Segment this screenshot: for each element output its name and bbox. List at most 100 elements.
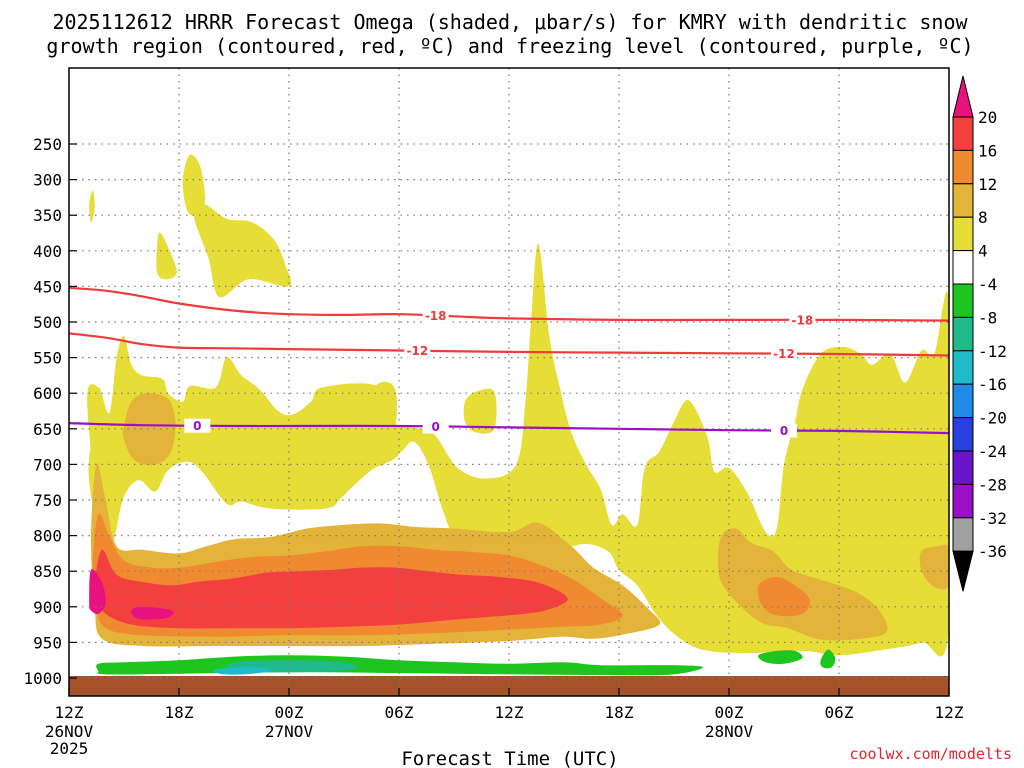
y-tick-label: 950 [33,633,62,652]
omega-shading [87,154,949,676]
x-axis-label: Forecast Time (UTC) [401,748,618,768]
y-tick-label: 900 [33,598,62,617]
x-tick-label: 06Z [385,703,414,722]
colorbar-level-label: 20 [978,108,997,127]
x-tick-label: 00Z [715,703,744,722]
omega-region-4 [364,381,397,466]
colorbar-swatch [952,316,974,352]
x-axis: 12Z 18Z 00Z 06Z 12Z 18Z 00Z 06Z 12Z26NOV202527NO… [45,688,964,758]
colorbar-swatch [952,350,974,385]
contour-label: 0 [431,420,439,434]
colorbar-swatch [952,283,974,318]
colorbar-level-label: 16 [978,141,997,160]
y-tick-label: 250 [33,135,62,154]
contour-label: -12 [773,347,795,361]
y-tick-label: 600 [33,384,62,403]
chart-title-line1: 2025112612 HRRR Forecast Omega (shaded, … [52,10,968,34]
x-tick-label: 12Z [495,703,524,722]
contour-label: -18 [791,313,813,327]
y-tick-label: 550 [33,349,62,368]
omega-region-20 [130,606,174,620]
colorbar-level-label: -16 [978,375,1007,394]
colorbar-level-label: -32 [978,509,1007,528]
colorbar-level-label: -28 [978,475,1007,494]
colorbar-swatch [952,116,974,151]
contour-label-background [789,312,816,327]
omega-region-8 [122,393,176,466]
y-tick-label: 650 [33,420,62,439]
x-tick-label: 18Z [165,703,194,722]
omega-region-8 [919,544,949,590]
y-tick-label: 1000 [23,669,62,688]
credit-text: coolwx.com/modelts [849,745,1012,763]
contour-line-neg12 [69,332,949,357]
colorbar-swatch [952,216,974,252]
colorbar-swatch [952,483,974,519]
contour-label-background [771,423,797,438]
x-date-label: 27NOV [265,722,314,741]
x-tick-label: 06Z [825,703,854,722]
omega-region-4 [193,204,292,298]
x-date-label: 28NOV [705,722,754,741]
colorbar-swatch [952,183,974,218]
colorbar-level-label: -4 [978,275,997,294]
contour-line-neg18 [69,286,949,322]
contour-label-background [771,346,797,361]
contour-label-background [184,418,211,433]
colorbar-level-label: -20 [978,409,1007,428]
y-tick-label: 400 [33,242,62,261]
contour-label: -12 [406,344,428,358]
omega-region-8 [717,528,888,641]
y-tick-label: 800 [33,527,62,546]
y-tick-label: 450 [33,277,62,296]
omega-region-12 [757,576,810,617]
contour-label: 0 [780,424,788,438]
chart-title-line2: growth region (contoured, red, ºC) and f… [46,34,973,58]
colorbar-swatch [952,250,974,285]
contour-label-background [422,419,449,434]
colorbar-level-label: -8 [978,308,997,327]
x-tick-label: 12Z [55,703,84,722]
chart-title: 2025112612 HRRR Forecast Omega (shaded, … [46,10,973,58]
y-axis: 250 300 350 400 450 500 550 600 650 700 750 800 850 9… [23,135,77,688]
contour-label: 0 [193,419,201,433]
colorbar-swatch [952,517,974,552]
contour-label: -18 [425,309,447,323]
colorbar-level-label: -24 [978,442,1007,461]
omega-region-4 [463,388,497,434]
colorbar-swatch [952,149,974,185]
colorbar-level-label: 4 [978,242,988,261]
omega-region-neg16 [213,666,271,675]
omega-region-4 [182,154,206,216]
colorbar-level-label: -12 [978,342,1007,361]
colorbar-level-label: 12 [978,175,997,194]
colorbar-bottom-triangle [952,550,974,592]
y-tick-label: 700 [33,455,62,474]
colorbar-top-triangle [952,75,974,118]
colorbar-level-label: -36 [978,542,1007,561]
omega-region-4 [89,190,95,223]
omega-region-20 [89,569,106,615]
x-tick-label: 12Z [935,703,964,722]
omega-region-neg8 [757,650,803,665]
y-tick-label: 850 [33,562,62,581]
colorbar-swatch [952,450,974,485]
colorbar-swatch [952,383,974,419]
x-date-label: 2025 [50,739,89,758]
x-tick-label: 18Z [605,703,634,722]
y-tick-label: 350 [33,206,62,225]
omega-region-16 [94,549,568,629]
colorbar-level-label: 8 [978,208,988,227]
y-tick-label: 500 [33,313,62,332]
grid-lines [69,68,949,696]
contour-label-background [422,308,449,323]
omega-region-neg8 [820,649,836,669]
omega-region-4 [156,232,177,280]
contour-lines: -18 -18 -12 -12 0 0 0 [69,286,949,438]
y-tick-label: 750 [33,491,62,510]
x-tick-label: 00Z [275,703,304,722]
y-tick-label: 300 [33,171,62,190]
colorbar-legend: 20 16 12 8 4 -4 -8 -12 -16 -20 -24 -28 -32 -36 [952,75,1007,592]
colorbar-swatch [952,417,974,452]
